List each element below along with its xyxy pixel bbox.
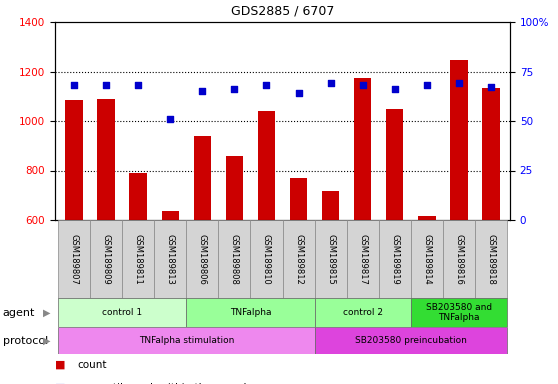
Bar	[290, 178, 307, 220]
Text: ▶: ▶	[44, 308, 51, 318]
Text: TNFalpha stimulation: TNFalpha stimulation	[139, 336, 234, 345]
Bar	[315, 298, 411, 327]
Bar	[186, 220, 218, 298]
Bar	[411, 298, 507, 327]
Bar	[475, 220, 507, 298]
Text: GSM189807: GSM189807	[70, 233, 79, 285]
Bar	[442, 220, 475, 298]
Bar	[155, 220, 186, 298]
Bar	[186, 298, 315, 327]
Text: GSM189819: GSM189819	[390, 233, 399, 285]
Bar	[90, 220, 122, 298]
Point	[134, 82, 143, 88]
Text: GSM189810: GSM189810	[262, 233, 271, 285]
Text: GSM189814: GSM189814	[422, 233, 431, 285]
Point	[487, 84, 496, 90]
Text: SB203580 and
TNFalpha: SB203580 and TNFalpha	[426, 303, 492, 322]
Point	[166, 116, 175, 122]
Text: protocol: protocol	[3, 336, 48, 346]
Text: GSM189809: GSM189809	[102, 233, 111, 285]
Point	[70, 82, 79, 88]
Text: SB203580 preincubation: SB203580 preincubation	[355, 336, 466, 345]
Bar	[411, 220, 442, 298]
Point	[102, 82, 110, 88]
Text: GSM189806: GSM189806	[198, 233, 207, 285]
Bar	[98, 99, 115, 220]
Point	[454, 80, 463, 86]
Bar	[161, 211, 179, 220]
Bar	[282, 220, 315, 298]
Text: control 1: control 1	[102, 308, 142, 317]
Text: ■: ■	[55, 360, 65, 370]
Text: GSM189815: GSM189815	[326, 233, 335, 285]
Bar	[322, 191, 339, 220]
Bar	[65, 100, 83, 220]
Bar	[315, 327, 507, 354]
Bar	[129, 173, 147, 220]
Bar	[225, 156, 243, 220]
Text: GDS2885 / 6707: GDS2885 / 6707	[231, 5, 334, 18]
Text: count: count	[78, 360, 107, 370]
Text: percentile rank within the sample: percentile rank within the sample	[78, 383, 253, 384]
Bar	[482, 88, 499, 220]
Point	[358, 82, 367, 88]
Point	[294, 90, 303, 96]
Point	[326, 80, 335, 86]
Bar	[379, 220, 411, 298]
Text: GSM189811: GSM189811	[134, 233, 143, 285]
Text: GSM189817: GSM189817	[358, 233, 367, 285]
Point	[422, 82, 431, 88]
Bar	[58, 298, 186, 327]
Bar	[347, 220, 379, 298]
Text: GSM189813: GSM189813	[166, 233, 175, 285]
Bar	[315, 220, 347, 298]
Bar	[58, 327, 315, 354]
Text: GSM189818: GSM189818	[486, 233, 496, 285]
Text: GSM189816: GSM189816	[454, 233, 463, 285]
Text: TNFalpha: TNFalpha	[230, 308, 271, 317]
Bar	[386, 109, 403, 220]
Bar	[450, 60, 468, 220]
Text: GSM189812: GSM189812	[294, 233, 303, 285]
Text: GSM189808: GSM189808	[230, 233, 239, 285]
Bar	[418, 216, 435, 220]
Text: ▶: ▶	[44, 336, 51, 346]
Point	[390, 86, 399, 93]
Bar	[194, 136, 211, 220]
Bar	[251, 220, 282, 298]
Point	[198, 88, 207, 94]
Bar	[258, 111, 275, 220]
Text: agent: agent	[3, 308, 35, 318]
Bar	[122, 220, 155, 298]
Text: control 2: control 2	[343, 308, 383, 317]
Point	[262, 82, 271, 88]
Text: ■: ■	[55, 383, 65, 384]
Point	[230, 86, 239, 93]
Bar	[354, 78, 372, 220]
Bar	[58, 220, 90, 298]
Bar	[218, 220, 251, 298]
